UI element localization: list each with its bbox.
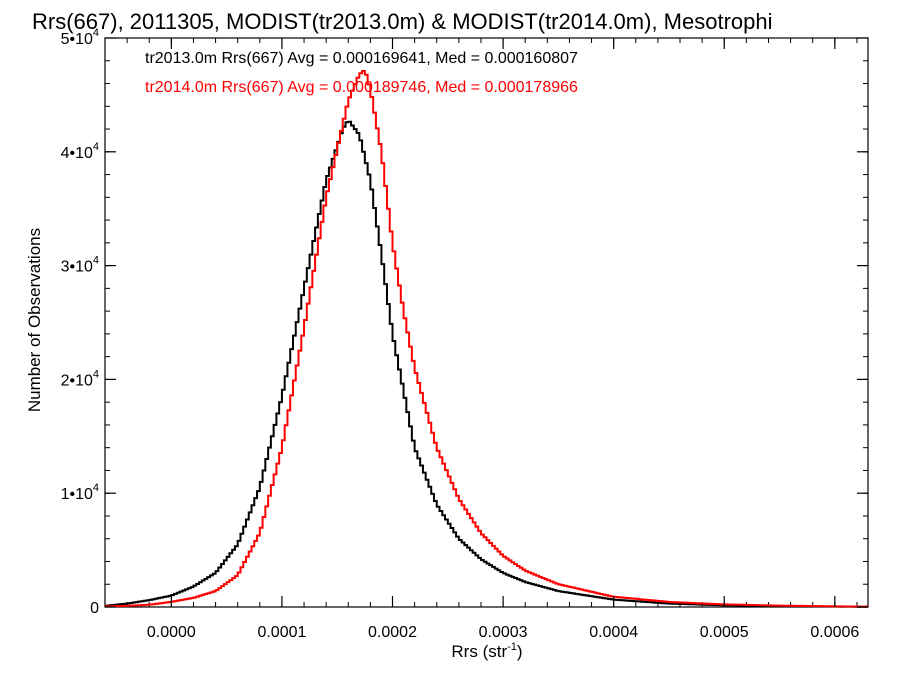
y-tick-label-exponent: 4 [93, 27, 99, 39]
series-line-1 [105, 120, 868, 608]
plot-frame [104, 37, 869, 608]
y-tick-label: 1•104 [61, 482, 99, 503]
x-axis-ticks: 0.0000 0.0001 0.0002 0.0003 0.0004 0.0005 0.00… [147, 38, 859, 641]
legend-entry-1: tr2013.0m Rrs(667) Avg = 0.000169641, Me… [145, 50, 578, 67]
y-tick-label-main: 1•10 [61, 486, 93, 503]
legend-entry-2: tr2014.0m Rrs(667) Avg = 0.000189746, Me… [145, 79, 578, 96]
y-tick-label-main: 5•10 [61, 31, 93, 48]
x-tick-label: 0.0000 [147, 624, 196, 641]
y-tick-label-exponent: 4 [93, 255, 99, 267]
y-tick-label-exponent: 4 [93, 368, 99, 380]
y-tick-label-main: 2•10 [61, 372, 93, 389]
x-tick-label: 0.0001 [257, 624, 306, 641]
x-axis-label: Rrs (str-1) [451, 641, 522, 661]
y-tick-label-main: 3•10 [61, 259, 93, 276]
series-layer [105, 70, 868, 608]
x-axis-label-sup: -1 [507, 641, 517, 653]
chart-title: Rrs(667), 2011305, MODIST(tr2013.0m) & M… [32, 9, 773, 34]
y-axis-label: Number of Observations [25, 228, 44, 412]
y-tick-label-main: 4•10 [61, 145, 93, 162]
x-tick-label: 0.0005 [700, 624, 749, 641]
y-tick-label: 0 [90, 600, 99, 617]
y-tick-label: 4•104 [61, 141, 99, 162]
x-tick-label: 0.0004 [589, 624, 638, 641]
y-tick-label-exponent: 4 [93, 141, 99, 153]
x-tick-label: 0.0006 [810, 624, 859, 641]
series-line-2 [105, 70, 868, 608]
y-tick-label: 3•104 [61, 255, 99, 276]
y-tick-label-exponent: 4 [93, 482, 99, 494]
y-tick-label: 2•104 [61, 368, 99, 389]
legend: tr2013.0m Rrs(667) Avg = 0.000169641, Me… [145, 50, 578, 96]
y-tick-label-main: 0 [90, 600, 99, 617]
x-tick-label: 0.0003 [479, 624, 528, 641]
x-tick-label: 0.0002 [368, 624, 417, 641]
y-tick-label: 5•104 [61, 27, 99, 48]
x-axis-label-close: ) [517, 642, 523, 661]
x-axis-label-main: Rrs (str [451, 642, 507, 661]
plot-border [104, 37, 869, 608]
